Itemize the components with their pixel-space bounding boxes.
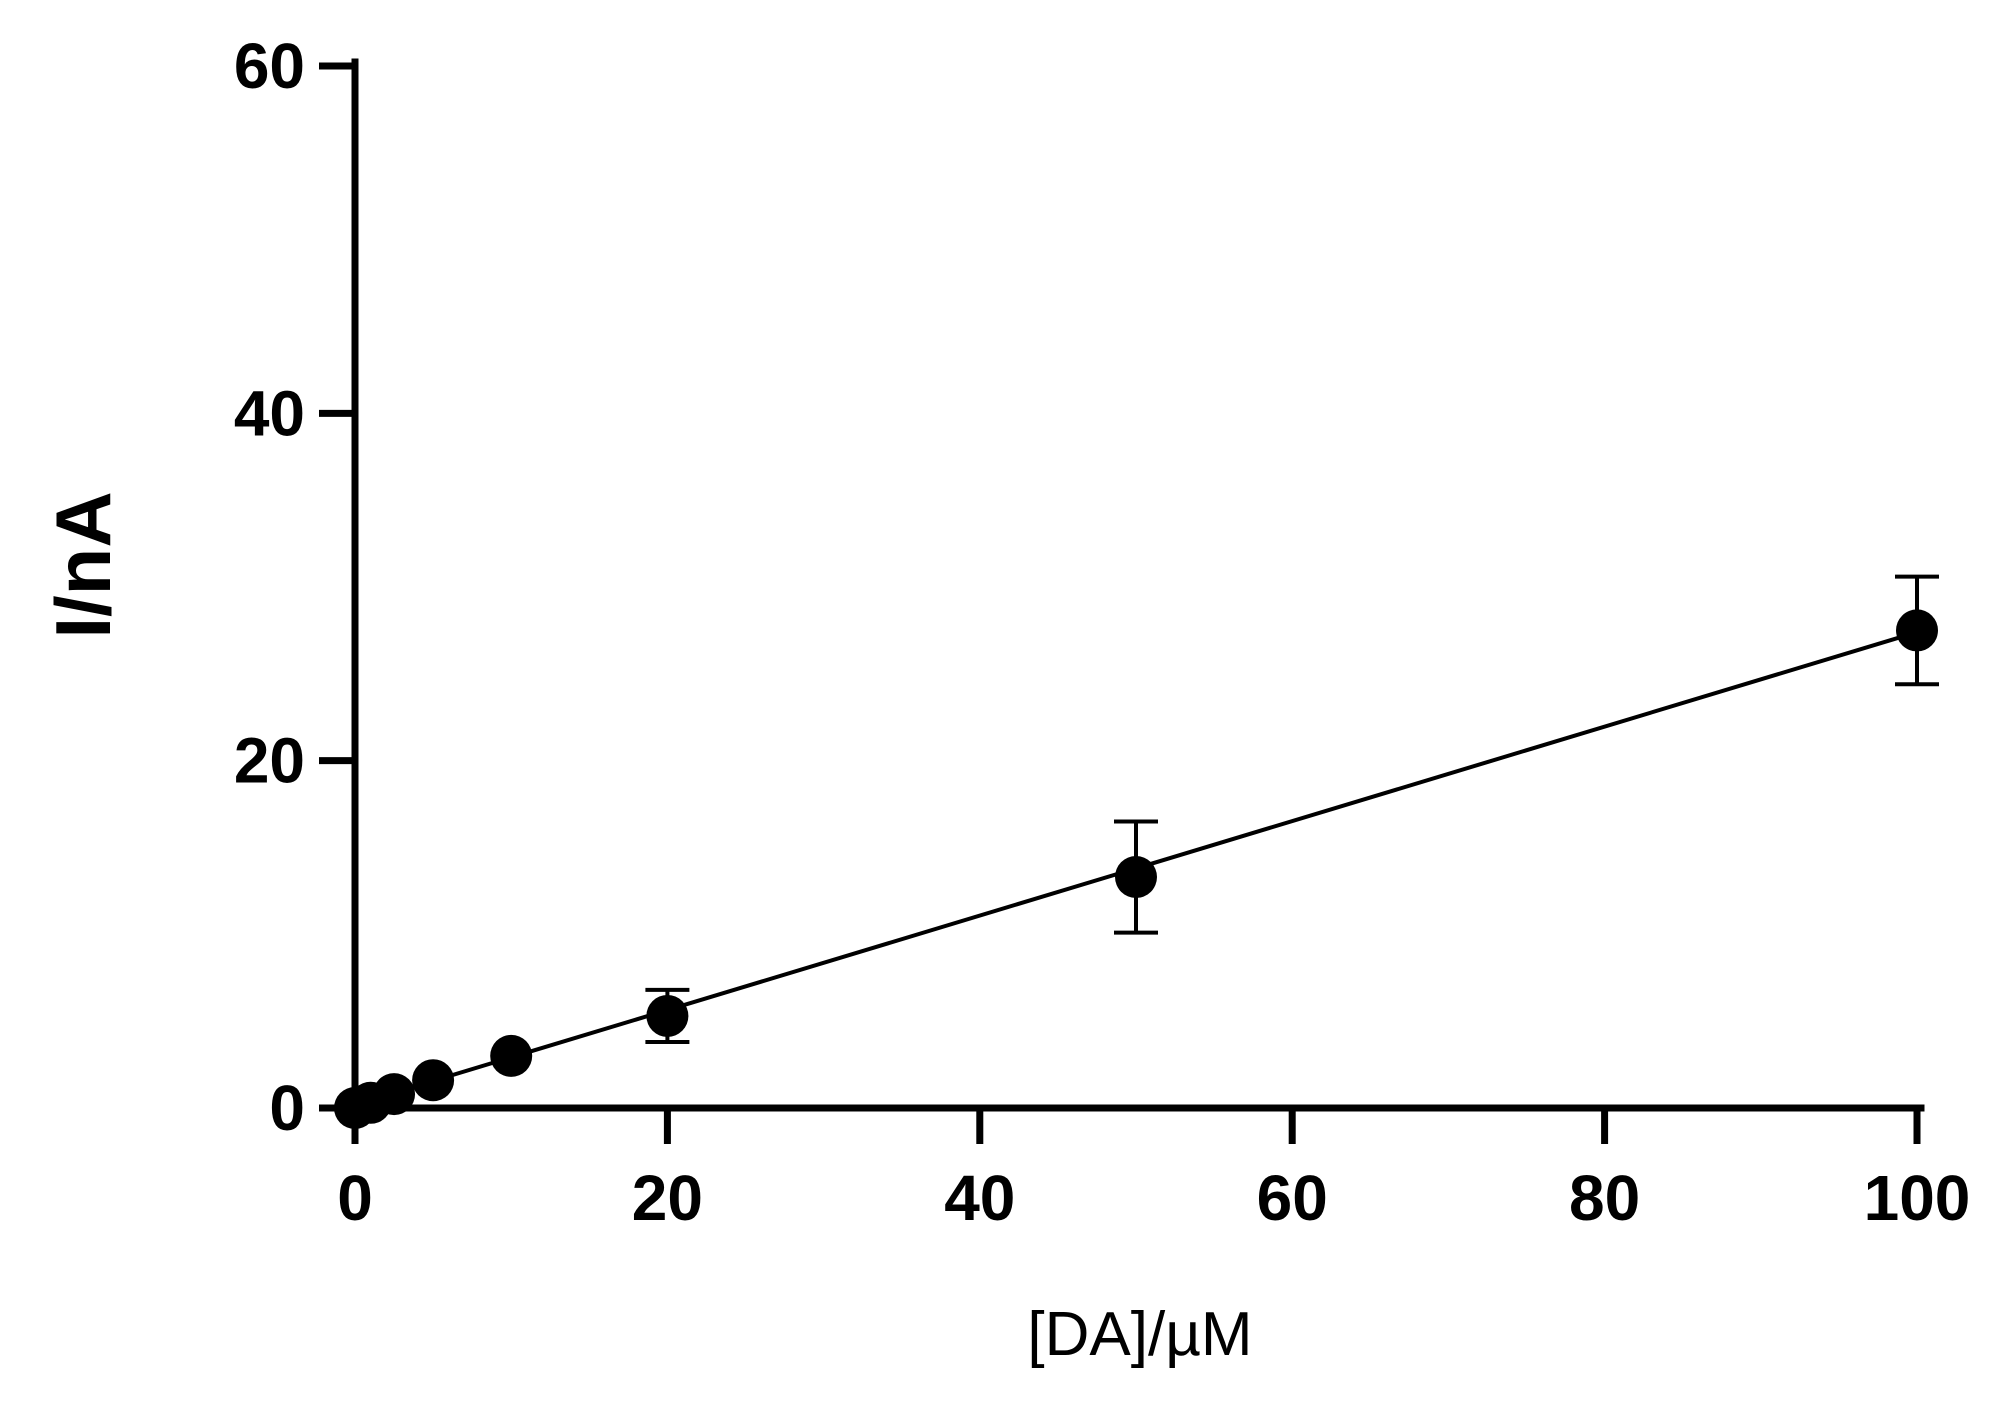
y-axis-title: I/nA	[39, 491, 127, 638]
y-tick-label: 60	[234, 30, 305, 102]
y-tick-label: 20	[234, 725, 305, 797]
data-point	[373, 1073, 416, 1116]
x-tick-label: 0	[337, 1162, 373, 1234]
data-point	[646, 994, 689, 1037]
axes	[347, 58, 1925, 1112]
x-tick-label: 60	[1257, 1162, 1328, 1234]
ticks: 0 20 40 60 80 100 0 20 40 60	[234, 30, 1971, 1234]
error-bars	[645, 574, 1939, 1045]
data-point	[412, 1059, 455, 1102]
data-point	[1896, 609, 1938, 652]
data-point	[490, 1034, 533, 1077]
x-axis-title: [DA]/µM	[1027, 1300, 1252, 1369]
y-tick-label: 0	[269, 1072, 305, 1144]
y-tick-label: 40	[234, 377, 305, 449]
x-tick-label: 100	[1864, 1162, 1971, 1234]
x-tick-label: 80	[1569, 1162, 1640, 1234]
data-point	[1115, 856, 1157, 899]
data-points	[334, 609, 1938, 1129]
x-tick-label: 20	[632, 1162, 703, 1234]
x-tick-label: 40	[944, 1162, 1015, 1234]
